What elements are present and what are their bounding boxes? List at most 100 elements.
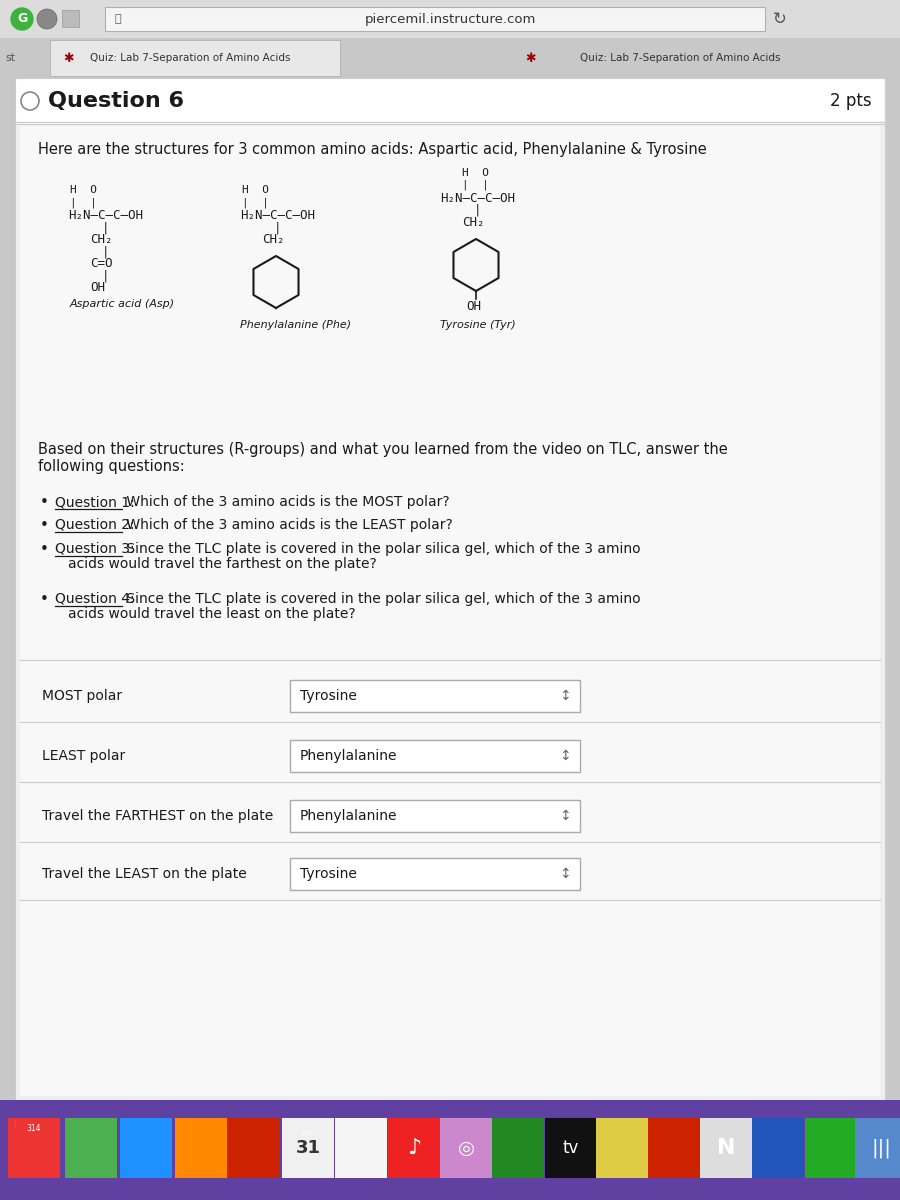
Text: •: • <box>40 592 49 607</box>
Text: ↕: ↕ <box>559 866 571 881</box>
Text: st: st <box>5 53 15 62</box>
Text: ♪: ♪ <box>407 1138 421 1158</box>
Text: C: C <box>509 1136 526 1160</box>
FancyBboxPatch shape <box>15 78 885 124</box>
FancyBboxPatch shape <box>0 38 900 78</box>
Text: Tyrosine: Tyrosine <box>300 866 357 881</box>
Text: Which of the 3 amino acids is the MOST polar?: Which of the 3 amino acids is the MOST p… <box>122 494 450 509</box>
FancyBboxPatch shape <box>50 40 340 76</box>
FancyBboxPatch shape <box>0 1100 900 1200</box>
Text: H  O: H O <box>462 168 489 178</box>
FancyBboxPatch shape <box>65 1118 117 1178</box>
Text: |: | <box>102 269 110 282</box>
Text: Which of the 3 amino acids is the LEAST polar?: Which of the 3 amino acids is the LEAST … <box>122 518 453 532</box>
Text: ◎: ◎ <box>457 1139 474 1158</box>
Text: Question 2:: Question 2: <box>55 518 135 532</box>
FancyBboxPatch shape <box>105 7 765 31</box>
Text: G: G <box>17 12 27 25</box>
Circle shape <box>21 92 39 110</box>
FancyBboxPatch shape <box>648 1118 700 1178</box>
FancyBboxPatch shape <box>596 1118 648 1178</box>
Text: |: | <box>274 221 282 234</box>
FancyBboxPatch shape <box>290 858 580 890</box>
FancyBboxPatch shape <box>855 1118 900 1178</box>
FancyBboxPatch shape <box>62 10 79 26</box>
Text: tv: tv <box>562 1139 580 1157</box>
Text: Question 6: Question 6 <box>48 91 184 110</box>
FancyBboxPatch shape <box>15 122 885 1100</box>
Circle shape <box>11 8 33 30</box>
FancyBboxPatch shape <box>282 1118 334 1178</box>
Text: Question 4:: Question 4: <box>55 592 135 606</box>
Text: JUL: JUL <box>302 1130 313 1136</box>
Text: Since the TLC plate is covered in the polar silica gel, which of the 3 amino: Since the TLC plate is covered in the po… <box>122 542 641 556</box>
Text: Tyrosine (Tyr): Tyrosine (Tyr) <box>440 320 516 330</box>
Text: LEAST polar: LEAST polar <box>42 749 125 763</box>
Text: ↻: ↻ <box>773 10 787 28</box>
FancyBboxPatch shape <box>175 1118 227 1178</box>
Text: ⚹: ⚹ <box>114 14 122 24</box>
Text: ↕: ↕ <box>559 749 571 763</box>
Text: Phenylalanine: Phenylalanine <box>300 809 398 823</box>
Text: ✱: ✱ <box>525 52 535 65</box>
Text: 31: 31 <box>295 1139 320 1157</box>
Text: Question 1:: Question 1: <box>55 494 135 509</box>
FancyBboxPatch shape <box>805 1118 857 1178</box>
Text: MOST polar: MOST polar <box>42 689 122 703</box>
Text: H₂N–C–C–OH: H₂N–C–C–OH <box>68 209 143 222</box>
Text: Phenylalanine: Phenylalanine <box>300 749 398 763</box>
Text: N: N <box>716 1138 735 1158</box>
Text: OH: OH <box>466 300 481 313</box>
Text: CH₂: CH₂ <box>462 216 484 229</box>
FancyBboxPatch shape <box>545 1118 597 1178</box>
Text: 314: 314 <box>27 1124 41 1133</box>
FancyBboxPatch shape <box>388 1118 440 1178</box>
Text: Question 3:: Question 3: <box>55 542 135 556</box>
Text: ↕: ↕ <box>559 689 571 703</box>
Text: Travel the LEAST on the plate: Travel the LEAST on the plate <box>42 866 247 881</box>
Text: OH: OH <box>90 281 105 294</box>
Text: H  O: H O <box>70 185 97 194</box>
Text: 1: 1 <box>12 1120 17 1129</box>
Text: Quiz: Lab 7-Separation of Amino Acids: Quiz: Lab 7-Separation of Amino Acids <box>580 53 780 62</box>
Text: H₂N–C–C–OH: H₂N–C–C–OH <box>440 192 515 205</box>
Text: H  O: H O <box>242 185 269 194</box>
Text: |: | <box>474 204 482 217</box>
Text: H₂N–C–C–OH: H₂N–C–C–OH <box>240 209 315 222</box>
Text: ✱: ✱ <box>63 52 73 65</box>
Text: |  |: | | <box>70 197 97 208</box>
FancyBboxPatch shape <box>120 1118 172 1178</box>
Text: CH₂: CH₂ <box>262 233 284 246</box>
Text: acids would travel the farthest on the plate?: acids would travel the farthest on the p… <box>68 557 377 571</box>
Text: |  |: | | <box>242 197 269 208</box>
Text: |  |: | | <box>462 180 489 191</box>
FancyBboxPatch shape <box>0 0 900 38</box>
Text: C=O: C=O <box>90 257 112 270</box>
Text: piercemil.instructure.com: piercemil.instructure.com <box>364 12 536 25</box>
Text: •: • <box>40 518 49 533</box>
FancyBboxPatch shape <box>492 1118 544 1178</box>
FancyBboxPatch shape <box>290 800 580 832</box>
Text: Here are the structures for 3 common amino acids: Aspartic acid, Phenylalanine &: Here are the structures for 3 common ami… <box>38 142 706 157</box>
Text: |: | <box>102 221 110 234</box>
Text: Quiz: Lab 7-Separation of Amino Acids: Quiz: Lab 7-Separation of Amino Acids <box>90 53 290 62</box>
Text: Since the TLC plate is covered in the polar silica gel, which of the 3 amino: Since the TLC plate is covered in the po… <box>122 592 641 606</box>
Text: CH₂: CH₂ <box>90 233 112 246</box>
Text: |||: ||| <box>871 1139 891 1158</box>
Text: |: | <box>102 245 110 258</box>
FancyBboxPatch shape <box>8 1118 60 1178</box>
FancyBboxPatch shape <box>228 1118 280 1178</box>
Text: •: • <box>40 494 49 510</box>
FancyBboxPatch shape <box>335 1118 387 1178</box>
FancyBboxPatch shape <box>290 740 580 772</box>
Text: Based on their structures (R-groups) and what you learned from the video on TLC,: Based on their structures (R-groups) and… <box>38 442 728 474</box>
FancyBboxPatch shape <box>700 1118 752 1178</box>
Circle shape <box>37 8 57 29</box>
FancyBboxPatch shape <box>440 1118 492 1178</box>
Text: acids would travel the least on the plate?: acids would travel the least on the plat… <box>68 607 356 622</box>
FancyBboxPatch shape <box>290 680 580 712</box>
Text: ↕: ↕ <box>559 809 571 823</box>
Text: Travel the FARTHEST on the plate: Travel the FARTHEST on the plate <box>42 809 274 823</box>
Text: •: • <box>40 542 49 557</box>
Text: 2 pts: 2 pts <box>831 92 872 110</box>
